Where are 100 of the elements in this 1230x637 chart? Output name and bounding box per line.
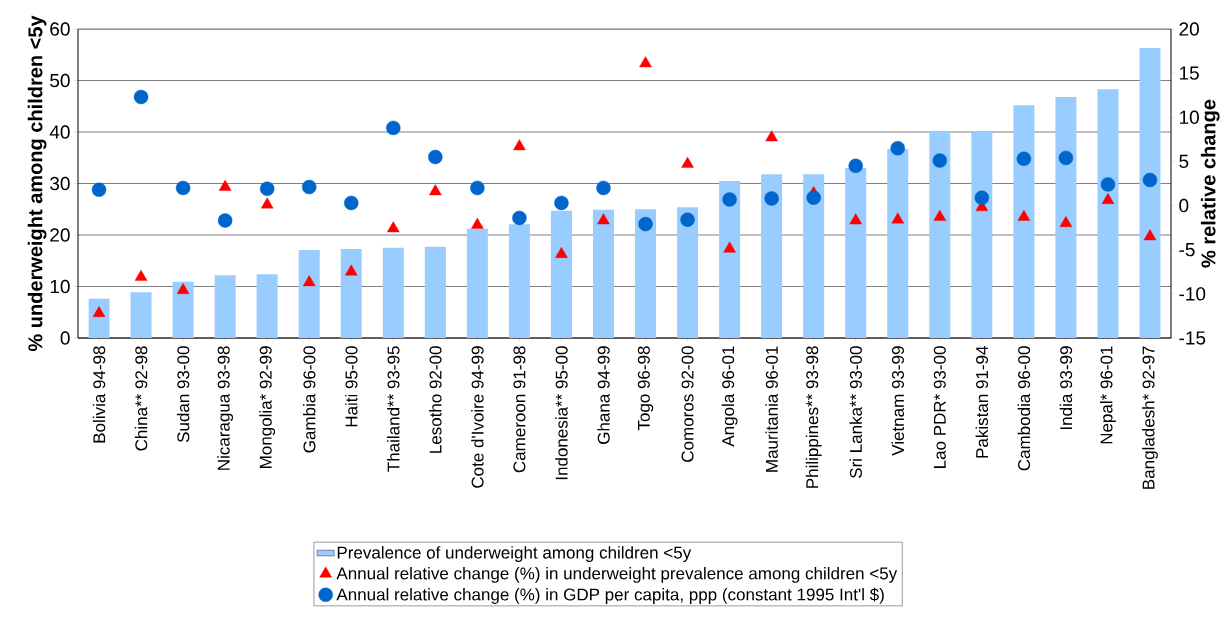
point: [218, 179, 232, 191]
y2-tick-label: 5: [1179, 154, 1189, 169]
bar: [971, 132, 993, 338]
x-tick-label: Cameroon 91-98: [513, 346, 526, 473]
bar: [298, 249, 320, 338]
point: [723, 241, 736, 253]
point: [555, 246, 568, 258]
point: [344, 195, 359, 211]
point: [386, 120, 401, 136]
point: [765, 130, 778, 142]
y2-tick-label: -15: [1179, 331, 1206, 345]
bar: [845, 168, 867, 338]
y2-tick-label: -10: [1179, 287, 1206, 301]
point: [597, 213, 610, 225]
point: [681, 156, 694, 168]
point: [1016, 151, 1032, 166]
y-tick-label: 50: [50, 73, 70, 88]
point: [932, 153, 947, 168]
point: [1017, 209, 1031, 221]
x-tick-label: Pakistan 91-94: [975, 346, 989, 458]
point: [471, 217, 484, 229]
x-tick-label: Lesotho 92-00: [429, 346, 442, 453]
y-tick-label: 0: [60, 331, 70, 345]
point: [134, 269, 148, 281]
x-tick-label: Nicaragua 93-98: [217, 346, 234, 470]
x-tick-label: Comoros 92-00: [681, 346, 694, 462]
bar: [256, 274, 278, 338]
y-tick-label: 20: [50, 228, 70, 242]
point: [890, 140, 905, 156]
point: [344, 264, 358, 276]
point: [764, 191, 779, 206]
bar: [424, 246, 446, 338]
point: [302, 179, 317, 195]
point: [848, 158, 863, 174]
x-tick-label: Indonesia** 95-00: [555, 346, 568, 480]
bar: [887, 148, 909, 338]
point: [175, 180, 191, 196]
bar: [550, 210, 572, 338]
y2-tick-label: -5: [1179, 243, 1195, 257]
point: [470, 180, 485, 196]
point: [1142, 172, 1158, 188]
x-tick-label: Gambia 96-00: [302, 346, 316, 453]
point: [1058, 150, 1074, 166]
x-tick-label: Ghana 94-99: [597, 346, 610, 444]
point: [1100, 177, 1116, 192]
point: [260, 197, 274, 209]
point: [133, 89, 149, 105]
bar: [1097, 89, 1119, 338]
bar: [592, 209, 614, 338]
x-tick-label: Vietnam 93-99: [891, 346, 904, 456]
y-tick-label: 10: [50, 279, 70, 294]
x-tick-label: Sudan 93-00: [176, 346, 190, 443]
bar: [466, 228, 488, 338]
bar: [340, 248, 362, 338]
x-tick-label: Mauritania 96-01: [765, 346, 778, 472]
bar: [803, 174, 825, 338]
y-tick-label: 40: [49, 125, 70, 139]
bar: [761, 174, 783, 338]
y2-axis-title: % relative change: [1200, 99, 1220, 268]
y2-tick-label: 0: [1179, 198, 1189, 213]
point: [596, 180, 611, 196]
x-tick-label: Bolivia 94-98: [92, 346, 106, 443]
bar: [508, 224, 530, 338]
point: [554, 195, 569, 211]
x-tick-label: India 93-99: [1059, 346, 1073, 430]
bar: [130, 292, 152, 338]
point: [1059, 216, 1073, 227]
bar: [214, 275, 236, 338]
point: [176, 283, 190, 295]
x-tick-label: Angola 96-01: [721, 346, 738, 447]
point: [933, 209, 947, 221]
point: [722, 192, 737, 207]
point: [513, 139, 526, 151]
x-tick-label: China** 92-98: [134, 346, 148, 451]
bar: [382, 247, 404, 338]
point: [428, 149, 443, 165]
point: [638, 216, 653, 232]
y-axis-title: % underweight among children <5y: [27, 15, 47, 352]
x-tick-label: Lao PDR* 93-00: [933, 346, 946, 468]
legend-label: Annual relative change (%) in GDP per capita, ppp (constant 1995 Int'l $): [336, 587, 884, 604]
bar: [1055, 96, 1077, 338]
point: [1101, 193, 1115, 204]
point: [849, 213, 862, 225]
point: [1143, 229, 1157, 241]
y2-tick-label: 20: [1179, 22, 1199, 36]
point: [91, 182, 107, 197]
bar: [172, 281, 194, 338]
bar: [1139, 48, 1161, 338]
x-tick-label: Cambodia 96-00: [1017, 346, 1031, 471]
point: [259, 181, 275, 196]
bar: [1013, 105, 1035, 338]
y2-tick-label: 15: [1179, 66, 1199, 80]
legend-label: Prevalence of underweight among children <5y: [337, 546, 692, 562]
point: [806, 190, 821, 205]
x-tick-label: Togo 96-98: [637, 346, 654, 431]
bar: [635, 209, 657, 338]
bar: [929, 132, 951, 338]
x-tick-label: Nepal* 96-01: [1100, 346, 1116, 444]
point: [891, 212, 905, 224]
x-tick-label: Philippines** 93-98: [805, 346, 822, 488]
